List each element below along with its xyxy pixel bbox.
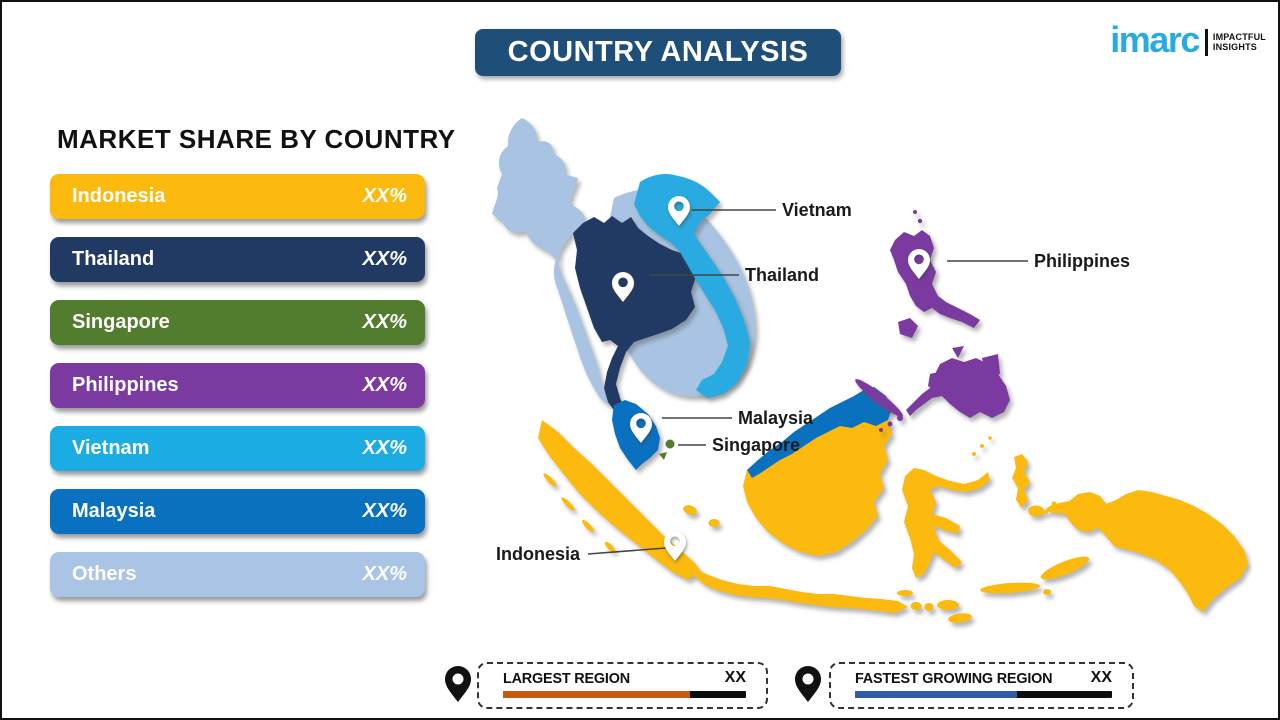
map-region-singapore bbox=[659, 439, 675, 460]
bar-label: Philippines bbox=[72, 374, 179, 396]
page-title: COUNTRY ANALYSIS bbox=[507, 36, 809, 68]
market-share-bar-list: Indonesia XX% Thailand XX% Singapore XX%… bbox=[50, 174, 425, 615]
bar-value: XX% bbox=[362, 185, 407, 207]
logo-tagline-line1: IMPACTFUL bbox=[1212, 31, 1266, 42]
imarc-logo: imarc IMPACTFUL INSIGHTS bbox=[1110, 22, 1266, 58]
map-region-thailand bbox=[573, 216, 696, 416]
singapore-marker-dot bbox=[665, 439, 675, 449]
map-region-papua bbox=[1064, 490, 1248, 612]
pin-thailand bbox=[612, 272, 634, 302]
bar-others: Others XX% bbox=[50, 552, 425, 597]
title-banner: COUNTRY ANALYSIS bbox=[475, 29, 841, 76]
map-islands-west-sumatra bbox=[543, 473, 720, 553]
bar-label: Others bbox=[72, 563, 137, 585]
map-region-east-malaysia bbox=[747, 387, 892, 478]
fastest-growing-bar bbox=[855, 691, 1112, 698]
bar-value: XX% bbox=[362, 248, 407, 270]
fastest-growing-legend: FASTEST GROWING REGION XX bbox=[829, 662, 1134, 709]
bar-thailand: Thailand XX% bbox=[50, 237, 425, 282]
largest-region-bar bbox=[503, 691, 746, 698]
fastest-growing-bar-fill bbox=[855, 691, 1017, 698]
map-label-indonesia: Indonesia bbox=[496, 544, 581, 564]
map-region-sulawesi bbox=[902, 468, 990, 578]
map-region-sumatra bbox=[538, 420, 700, 580]
largest-region-bar-fill bbox=[503, 691, 691, 698]
bar-indonesia: Indonesia XX% bbox=[50, 174, 425, 219]
bar-value: XX% bbox=[362, 374, 407, 396]
bar-value: XX% bbox=[362, 500, 407, 522]
market-share-heading: MARKET SHARE BY COUNTRY bbox=[57, 124, 456, 154]
largest-region-legend: LARGEST REGION XX bbox=[477, 662, 768, 709]
pin-philippines bbox=[908, 249, 930, 279]
pin-vietnam bbox=[668, 196, 690, 226]
label-leader-lines bbox=[587, 209, 1028, 555]
bar-singapore: Singapore XX% bbox=[50, 300, 425, 345]
southeast-asia-map: Vietnam Thailand Philippines Malaysia Si… bbox=[492, 118, 1248, 623]
logo-divider bbox=[1204, 28, 1208, 56]
imarc-logo-wordmark: imarc bbox=[1110, 19, 1200, 60]
map-label-philippines: Philippines bbox=[1034, 251, 1130, 271]
largest-region-pin-icon bbox=[445, 666, 471, 702]
logo-tagline-line2: INSIGHTS bbox=[1212, 42, 1257, 52]
largest-region-value: XX bbox=[724, 669, 746, 686]
bar-label: Singapore bbox=[72, 311, 170, 333]
map-region-myanmar bbox=[492, 118, 610, 406]
fastest-growing-pin-icon bbox=[795, 666, 821, 702]
map-islands-lesser-sunda bbox=[897, 556, 1090, 623]
map-region-vietnam bbox=[634, 174, 750, 398]
map-label-singapore: Singapore bbox=[712, 435, 800, 455]
bar-value: XX% bbox=[362, 437, 407, 459]
pin-malaysia bbox=[630, 413, 652, 443]
map-region-java bbox=[692, 567, 908, 613]
bar-vietnam: Vietnam XX% bbox=[50, 426, 425, 471]
map-label-thailand: Thailand bbox=[745, 265, 819, 285]
map-label-vietnam: Vietnam bbox=[782, 200, 852, 220]
map-pins bbox=[612, 196, 930, 561]
bar-label: Indonesia bbox=[72, 185, 166, 207]
map-label-malaysia: Malaysia bbox=[738, 408, 814, 428]
bar-malaysia: Malaysia XX% bbox=[50, 489, 425, 534]
bar-value: XX% bbox=[362, 311, 407, 333]
fastest-growing-label: FASTEST GROWING REGION bbox=[855, 669, 1053, 687]
bar-label: Malaysia bbox=[72, 500, 156, 522]
pin-indonesia bbox=[664, 531, 686, 561]
map-region-kalimantan bbox=[743, 387, 892, 556]
bar-philippines: Philippines XX% bbox=[50, 363, 425, 408]
largest-region-label: LARGEST REGION bbox=[503, 669, 630, 687]
bar-label: Thailand bbox=[72, 248, 155, 270]
map-region-philippines bbox=[855, 210, 1010, 432]
logo-tagline: IMPACTFUL INSIGHTS bbox=[1213, 32, 1266, 53]
bar-label: Vietnam bbox=[72, 437, 150, 459]
bar-value: XX% bbox=[362, 563, 407, 585]
fastest-growing-value: XX bbox=[1090, 669, 1112, 686]
